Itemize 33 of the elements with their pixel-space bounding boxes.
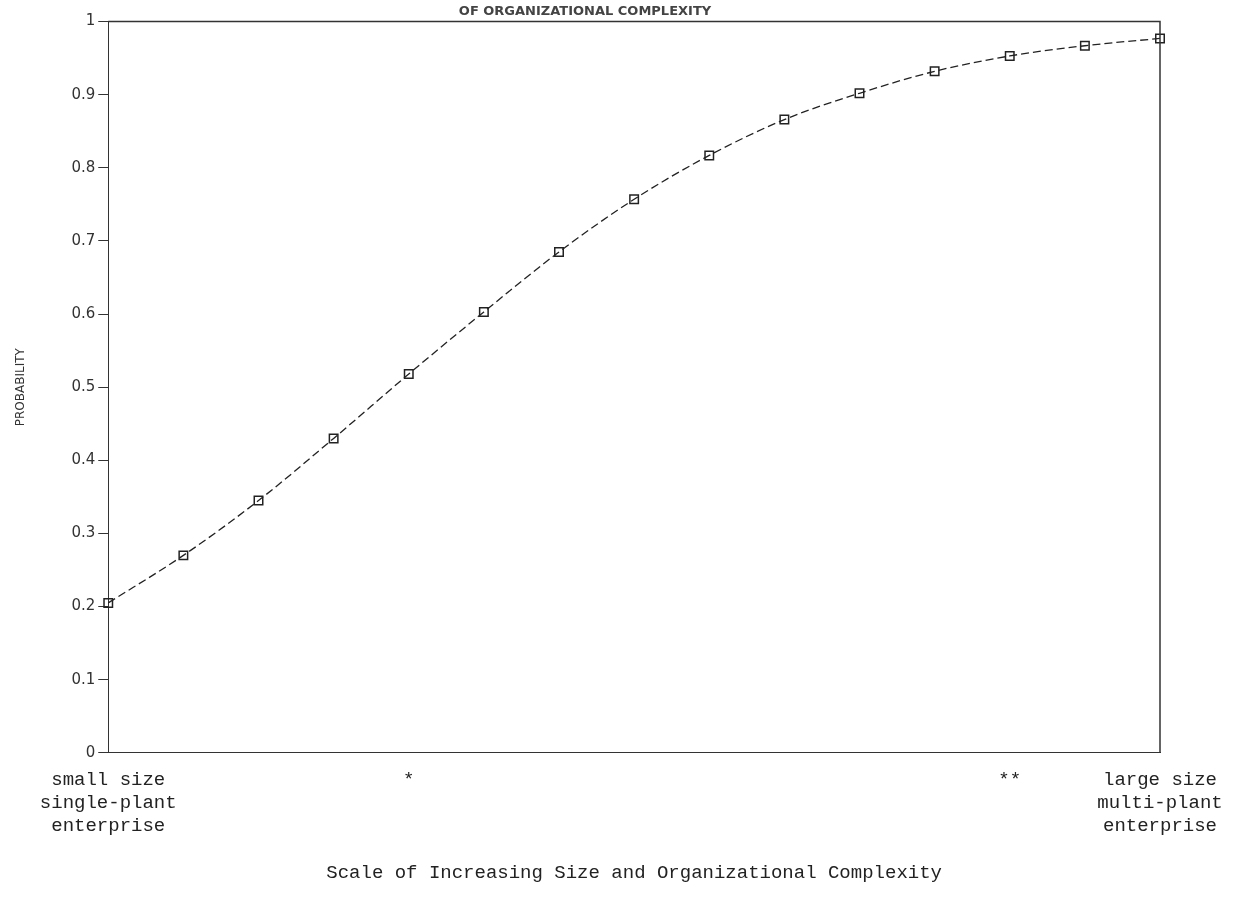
- point: [1079, 40, 1090, 51]
- x-tick-label: **: [998, 769, 1022, 792]
- y-tick-label: 0.4: [71, 450, 96, 469]
- y-tick-label: 0: [85, 742, 96, 761]
- point: [929, 66, 940, 77]
- point: [103, 597, 114, 608]
- point: [629, 194, 640, 205]
- point: [328, 433, 339, 444]
- y-tick-label: 0.3: [71, 523, 96, 542]
- y-tick-label: 0.1: [71, 669, 96, 688]
- y-tick-label: 0.7: [71, 230, 96, 249]
- y-tick-label: 0.6: [71, 303, 96, 322]
- point: [178, 550, 189, 561]
- point: [403, 369, 414, 380]
- point: [704, 150, 715, 161]
- point: [779, 114, 790, 125]
- y-tick-label: 0.2: [71, 596, 96, 615]
- point: [253, 495, 264, 506]
- chart-title: OF ORGANIZATIONAL COMPLEXITY: [458, 3, 712, 19]
- x-axis-title: Scale of Increasing Size and Organizational Complexity: [326, 861, 942, 884]
- x-tick-label: *: [403, 769, 415, 792]
- point: [1155, 33, 1165, 44]
- point: [854, 88, 865, 99]
- y-tick-label: 0.5: [71, 377, 96, 396]
- x-tick-label: small size single-plant enterprise: [39, 769, 177, 837]
- y-tick-label: 0.9: [71, 84, 96, 103]
- y-tick-label: 0.8: [71, 157, 96, 176]
- y-axis-title: PROBABILITY: [13, 347, 28, 427]
- point: [554, 246, 564, 257]
- point: [478, 306, 489, 317]
- y-tick-label: 1: [85, 11, 96, 30]
- point: [1004, 50, 1015, 61]
- x-tick-label: large size multi-plant enterprise: [1097, 769, 1223, 837]
